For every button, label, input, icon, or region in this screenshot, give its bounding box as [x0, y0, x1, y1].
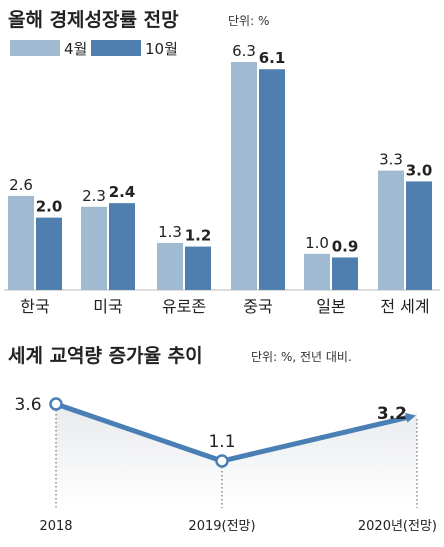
bar-october [109, 203, 135, 290]
bar-chart-legend: 4월 10월 [10, 40, 178, 58]
bar-value-label: 1.0 [305, 234, 329, 252]
x-axis-label: 2018 [39, 519, 72, 534]
category-label: 유로존 [162, 297, 206, 316]
bar-value-label: 2.3 [82, 187, 106, 205]
line-area-fill [56, 404, 417, 508]
legend-swatch-october [91, 40, 141, 56]
bar-value-label: 6.3 [232, 42, 256, 60]
line-chart-title: 세계 교역량 증가율 추이 [8, 345, 203, 367]
x-axis-label: 2019(전망) [188, 519, 255, 534]
line-value-label: 1.1 [208, 432, 235, 452]
bar-april [81, 206, 107, 290]
legend-swatch-april [10, 40, 60, 56]
category-label: 중국 [243, 297, 272, 316]
line-value-label: 3.6 [14, 395, 41, 415]
bar-chart-title: 올해 경제성장률 전망 [8, 9, 179, 31]
category-label: 전 세계 [380, 297, 429, 316]
category-label: 일본 [316, 297, 345, 316]
bar-april [231, 62, 257, 290]
bar-october [332, 257, 358, 290]
legend-label-october: 10월 [145, 40, 178, 58]
bar-value-label: 1.3 [158, 223, 182, 241]
bar-april [157, 242, 183, 290]
line-chart-plot: 3.6 1.1 3.2 2018 2019(전망) 2020년(전망) [14, 395, 437, 534]
bar-value-label: 3.3 [379, 151, 403, 169]
line-chart-unit: 단위: %, 전년 대비. [251, 350, 352, 364]
bar-value-label: 1.2 [185, 227, 212, 245]
bar-value-label: 6.1 [259, 49, 286, 67]
bar-april [8, 195, 34, 290]
bar-chart-unit: 단위: % [228, 14, 269, 28]
category-label: 한국 [20, 297, 49, 316]
line-point-marker [215, 454, 229, 468]
line-point-marker [49, 397, 63, 411]
bar-october [406, 181, 432, 290]
bar-october [185, 246, 211, 290]
category-label: 미국 [93, 297, 122, 316]
bar-chart-plot: 2.62.0 한국 2.3 2.4 미국 1.3 1.2 유로존 6.3 6.1 중국 1.0 0.9 일… [4, 42, 440, 316]
bar-value-label: 2.4 [109, 183, 136, 201]
bar-april [304, 253, 330, 290]
bar-value-label: 0.9 [332, 237, 359, 255]
bar-april [378, 170, 404, 290]
bar-october [36, 217, 62, 290]
line-value-label: 3.2 [377, 404, 407, 424]
legend-label-april: 4월 [64, 40, 87, 58]
bar-value-label: 3.0 [406, 161, 433, 179]
bar-value-label: 2.6 [9, 176, 33, 194]
bar-october [259, 69, 285, 290]
x-axis-label: 2020년(전망) [358, 519, 437, 534]
bar-value-label: 2.0 [36, 198, 63, 216]
